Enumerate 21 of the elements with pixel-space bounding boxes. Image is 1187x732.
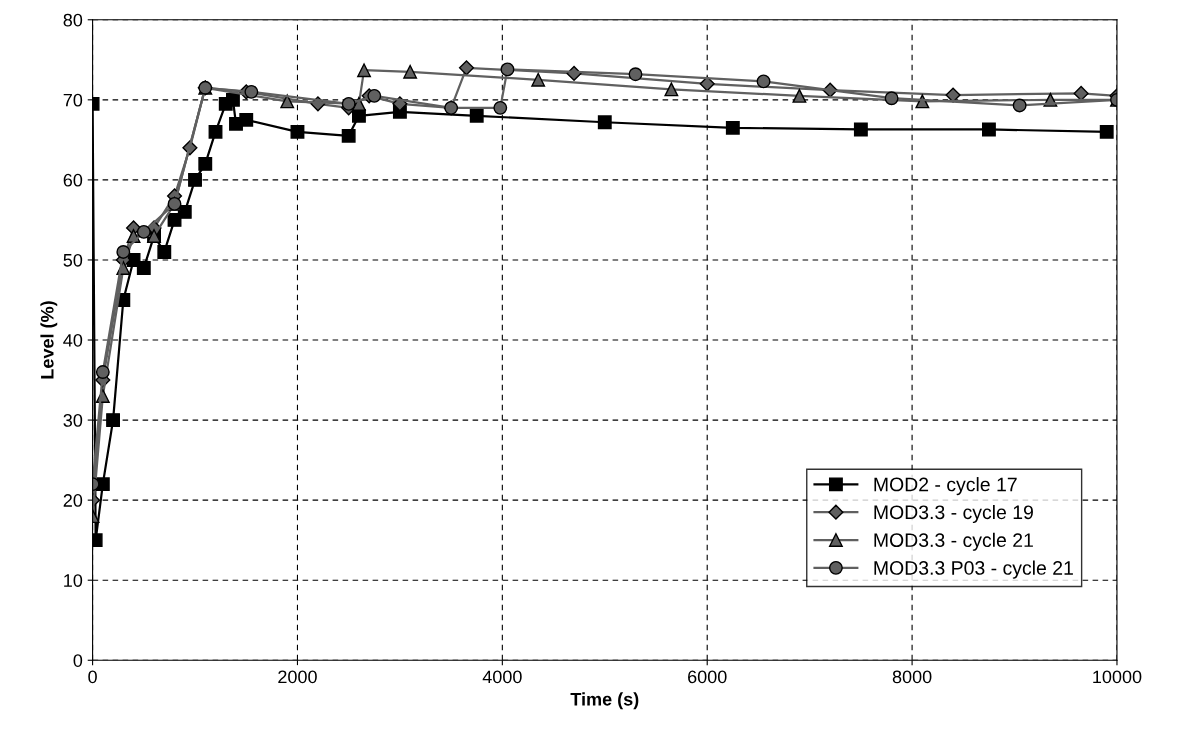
y-tick-label: 50 <box>63 253 83 267</box>
x-tick-label: 6000 <box>688 670 727 684</box>
y-axis-title: Level (%) <box>40 301 58 379</box>
legend-label: MOD3.3 - cycle 19 <box>874 504 1033 524</box>
y-tick-label: 60 <box>63 173 83 187</box>
legend-label: MOD2 - cycle 17 <box>874 477 1017 496</box>
legend-label: MOD3.3 - cycle 21 <box>874 532 1033 551</box>
y-tick-label: 20 <box>63 494 83 507</box>
x-tick-label: 10000 <box>1093 670 1142 684</box>
y-tick-label: 10 <box>64 574 83 587</box>
y-tick-label: 80 <box>63 13 83 27</box>
x-tick-label: 0 <box>88 670 97 684</box>
y-tick-label: 30 <box>63 414 83 427</box>
x-tick-label: 2000 <box>278 670 317 684</box>
x-tick-label: 4000 <box>482 670 522 684</box>
x-tick-label: 8000 <box>892 670 932 684</box>
y-tick-label: 40 <box>63 333 83 347</box>
legend-label: MOD3.3 P03 - cycle 21 <box>874 560 1073 579</box>
y-tick-label: 70 <box>63 93 83 107</box>
y-tick-label: 0 <box>73 654 83 667</box>
x-axis-title: Time (s) <box>570 692 639 710</box>
